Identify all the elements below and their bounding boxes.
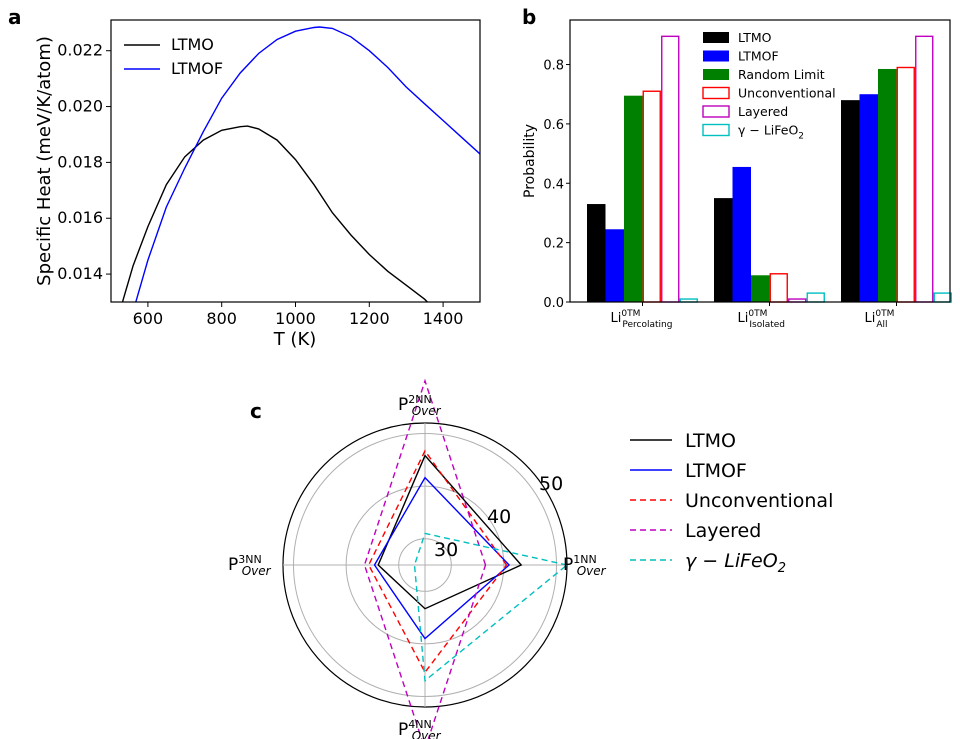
panel-letter-b: b xyxy=(522,5,536,29)
x-tick-label: 1000 xyxy=(275,309,316,328)
y-axis-label: Specific Heat (meV/K/atom) xyxy=(34,36,55,286)
bar xyxy=(859,94,878,302)
x-tick-label: 1200 xyxy=(349,309,390,328)
axis-label-2nn: P2NN Over xyxy=(398,393,442,418)
y-tick-label: 0.018 xyxy=(57,152,103,171)
x-tick-label: Li0TM Isolated xyxy=(738,309,786,330)
bar xyxy=(769,273,788,303)
radar-series-ltmof xyxy=(373,476,511,640)
legend-label: γ − LiFeO2 xyxy=(685,550,786,576)
bar xyxy=(587,204,606,302)
legend-label: γ − LiFeO2 xyxy=(738,123,804,142)
x-tick-label: 1400 xyxy=(423,309,464,328)
panel-letter-a: a xyxy=(8,5,22,29)
y-tick-label: 0.016 xyxy=(57,208,103,227)
axis-label-4nn: P4NN Over xyxy=(398,718,442,739)
x-tick-label: Li0TM All xyxy=(865,309,895,330)
bar xyxy=(605,229,624,302)
legend: LTMO LTMOF xyxy=(124,35,223,78)
series-line-ltmo xyxy=(121,125,429,302)
legend-swatch xyxy=(702,105,730,118)
bar xyxy=(732,166,751,302)
y-tick-label: 0.0 xyxy=(543,296,564,311)
x-tick-label: Li0TM Percolating xyxy=(611,309,673,330)
bar xyxy=(714,198,733,302)
legend-swatch xyxy=(702,123,730,137)
bar xyxy=(806,292,825,303)
series-line-ltmof xyxy=(135,26,480,302)
y-tick-label: 0.8 xyxy=(543,59,564,74)
legend-swatch xyxy=(703,32,729,43)
y-tick-label: 0.2 xyxy=(543,237,564,252)
legend-label: LTMOF xyxy=(738,49,779,64)
plot-frame xyxy=(110,19,481,303)
bar xyxy=(624,95,643,303)
legend: LTMO LTMOF Random Limit Unconventional Layer… xyxy=(702,30,836,142)
bar xyxy=(933,292,952,303)
radial-tick-label: 30 xyxy=(434,539,458,561)
radar-series-layered xyxy=(363,378,487,739)
bar xyxy=(896,66,915,303)
legend-swatch xyxy=(703,50,729,62)
legend-label: Unconventional xyxy=(738,86,836,101)
plot-frame xyxy=(569,19,951,303)
legend-label: LTMOF xyxy=(171,59,223,78)
radial-tick-label: 40 xyxy=(487,506,511,528)
bar xyxy=(751,275,770,302)
legend-label: LTMOF xyxy=(685,460,747,482)
axis-label-1nn: P1NN Over xyxy=(563,553,607,578)
legend-swatch xyxy=(703,69,729,80)
axis-label-3nn: P3NN Over xyxy=(228,553,272,578)
legend-label: LTMO xyxy=(685,430,736,452)
legend-label: Layered xyxy=(738,104,788,119)
radial-tick-label: 50 xyxy=(539,473,563,495)
y-tick-label: 0.020 xyxy=(57,97,103,116)
y-tick-label: 0.014 xyxy=(57,264,103,283)
legend-label: Unconventional xyxy=(685,490,833,512)
y-tick-label: 0.022 xyxy=(57,41,103,60)
x-axis-label: T (K) xyxy=(273,329,317,350)
radar-series-ltmo xyxy=(377,454,523,610)
bar xyxy=(642,90,661,303)
legend-label: LTMO xyxy=(171,35,214,54)
x-tick-label: 600 xyxy=(133,309,164,328)
y-axis-label: Probability xyxy=(522,124,538,198)
y-tick-label: 0.4 xyxy=(543,177,564,192)
bar xyxy=(661,35,680,303)
legend-label: Random Limit xyxy=(738,67,825,82)
panel-letter-c: c xyxy=(250,399,262,423)
bar xyxy=(878,68,897,303)
bar xyxy=(841,100,860,302)
bar xyxy=(915,35,934,303)
legend-label: Layered xyxy=(685,520,761,542)
y-tick-label: 0.6 xyxy=(543,118,564,133)
specific-heat-chart: 600 800 1000 1200 1400 0.014 0.016 0.018 0.020 0.… xyxy=(34,19,481,350)
legend-label: LTMO xyxy=(738,30,772,45)
legend-swatch xyxy=(702,86,730,100)
legend: LTMO LTMOF Unconventional Layered γ − LiFeO2 xyxy=(630,430,833,576)
x-tick-label: 800 xyxy=(206,309,237,328)
probability-bar-chart: 0.0 0.2 0.4 0.6 0.8 Li0TM Percolating Li0TM Isol… xyxy=(522,19,952,330)
radar-series-unconventional xyxy=(367,449,508,674)
